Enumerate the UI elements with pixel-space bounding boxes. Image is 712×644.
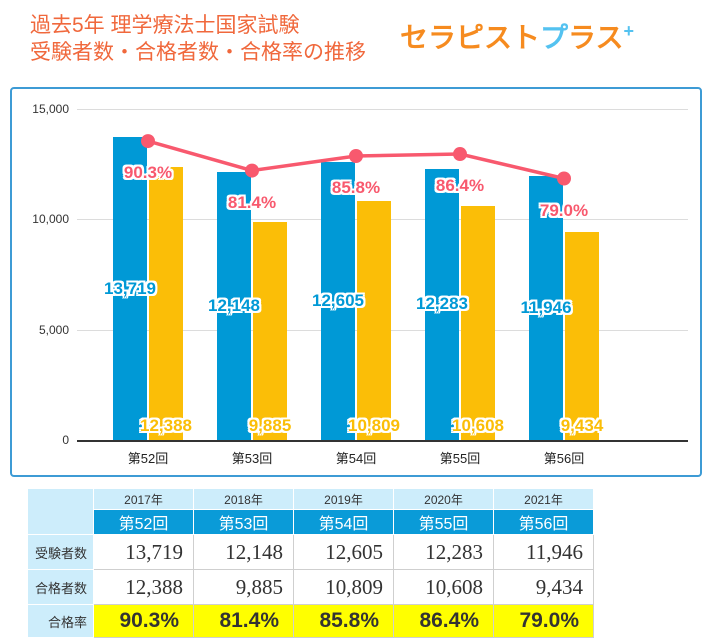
examinees-value-label: 11,946 (520, 298, 572, 318)
bar-examinees (321, 161, 355, 440)
row-label-cell: 合格率 (27, 604, 94, 638)
page-title: 過去5年 理学療法士国家試験 受験者数・合格者数・合格率の推移 (30, 12, 366, 66)
pass-rate-point (141, 134, 155, 149)
pass-rate-line-layer (141, 134, 571, 186)
pass-rate-point (453, 147, 467, 162)
pass-rate-label: 79.0% (539, 200, 589, 220)
examinees-value-label: 13,719 (104, 278, 156, 298)
bar-examinees (529, 176, 563, 440)
y-axis-label: 10,000 (32, 212, 69, 226)
page-title-line2: 受験者数・合格者数・合格率の推移 (30, 41, 366, 64)
pass-rate-label: 85.8% (331, 178, 381, 197)
bar-examinees (217, 171, 251, 440)
bar-passers (149, 166, 183, 440)
row-label-cell: 受験者数 (27, 534, 94, 570)
pass-rate-cell: 79.0% (493, 604, 594, 638)
examinees-value-label: 12,148 (208, 295, 260, 315)
pass-rate-cell: 81.4% (193, 604, 294, 638)
year-header-cell: 2020年 (393, 488, 494, 510)
logo-text-orange-1: セラピスト (400, 22, 541, 53)
table-row: 合格者数 12,388 9,885 10,809 10,608 9,434 (27, 569, 594, 605)
combo-chart: 0 5,000 10,000 15,000 第52回 第53回 第54回 第55回 第56回 13… (12, 89, 700, 475)
value-cell: 9,434 (493, 569, 594, 605)
value-cell: 10,608 (393, 569, 494, 605)
passers-value-label: 9,885 (248, 416, 292, 435)
pass-rate-cell: 85.8% (293, 604, 394, 638)
logo-text-blue: プ (540, 22, 569, 53)
value-cell: 12,605 (293, 534, 394, 570)
logo-text-orange-2: ラス (568, 22, 624, 53)
year-header-cell: 2019年 (293, 488, 394, 510)
x-axis-label: 第53回 (231, 451, 273, 466)
y-axis-label: 5,000 (38, 323, 69, 337)
exam-header-cell: 第54回 (293, 509, 394, 535)
year-header-cell: 2021年 (493, 488, 594, 510)
gridline (77, 109, 688, 110)
y-axis-label: 0 (62, 433, 69, 447)
passers-value-label: 10,608 (452, 416, 504, 435)
x-axis-label: 第55回 (439, 451, 481, 466)
value-cell: 9,885 (193, 569, 294, 605)
value-cell: 13,719 (93, 534, 194, 570)
page-title-line1: 過去5年 理学療法士国家試験 (30, 14, 300, 37)
bar-examinees (113, 137, 147, 440)
year-header-cell: 2017年 (93, 488, 194, 510)
pass-rate-label: 86.4% (435, 176, 485, 196)
table-row: 受験者数 13,719 12,148 12,605 12,283 11,946 (27, 534, 594, 570)
value-cell: 12,148 (193, 534, 294, 570)
exam-header-cell: 第52回 (93, 509, 194, 535)
year-header-cell: 2018年 (193, 488, 294, 510)
bar-passers (253, 221, 287, 440)
x-axis-label: 第52回 (127, 451, 169, 466)
pass-rate-cell: 86.4% (393, 604, 494, 638)
x-axis-label: 第56回 (543, 451, 585, 466)
value-cell: 12,388 (93, 569, 194, 605)
exam-header-cell: 第55回 (393, 509, 494, 535)
chart-panel: 0 5,000 10,000 15,000 第52回 第53回 第54回 第55回 第56回 13… (10, 87, 702, 477)
passers-value-label: 9,434 (560, 416, 604, 435)
exam-header-cell: 第56回 (493, 509, 594, 535)
row-label-cell: 合格者数 (27, 569, 94, 605)
pass-rate-cell: 90.3% (93, 604, 194, 638)
x-axis-label: 第54回 (335, 451, 377, 466)
therapist-plus-logo: セラピストプラス+ (400, 16, 634, 56)
value-cell: 12,283 (393, 534, 494, 570)
pass-rate-point (245, 163, 259, 178)
table-corner-cell (27, 488, 94, 535)
table-row: 合格率 90.3% 81.4% 85.8% 86.4% 79.0% (27, 604, 594, 638)
examinees-value-label: 12,283 (416, 294, 468, 314)
y-axis-label: 15,000 (32, 102, 69, 116)
pass-rate-point (557, 171, 571, 186)
examinees-value-label: 12,605 (312, 290, 364, 310)
bar-examinees (425, 168, 459, 440)
bar-passers (565, 231, 599, 440)
logo-plus-icon: + (623, 21, 634, 41)
exam-header-cell: 第53回 (193, 509, 294, 535)
bar-passers (461, 205, 495, 440)
x-axis-line (77, 440, 688, 442)
value-cell: 10,809 (293, 569, 394, 605)
pass-rate-point (349, 149, 363, 164)
pass-rate-label: 90.3% (123, 163, 173, 183)
pass-rate-label: 81.4% (227, 192, 277, 212)
results-table: 2017年 2018年 2019年 2020年 2021年第52回 第53回 第54回 第55… (27, 488, 594, 638)
value-cell: 11,946 (493, 534, 594, 570)
passers-value-label: 12,388 (140, 416, 192, 435)
passers-value-label: 10,809 (348, 416, 400, 435)
bar-passers (357, 201, 391, 440)
